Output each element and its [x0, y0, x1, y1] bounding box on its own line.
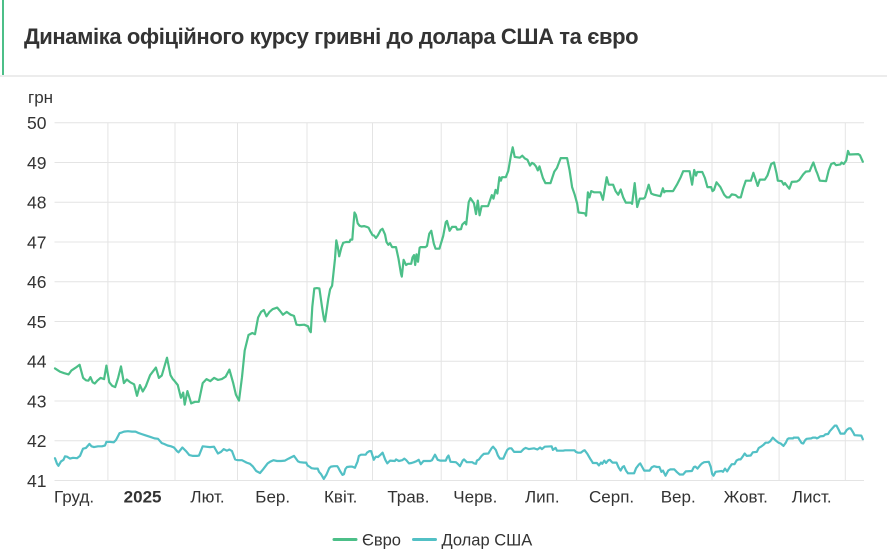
svg-text:Бер.: Бер.: [255, 488, 290, 507]
svg-text:44: 44: [27, 352, 47, 372]
svg-text:47: 47: [27, 232, 46, 252]
svg-text:Жовт.: Жовт.: [724, 488, 768, 507]
svg-text:Лип.: Лип.: [525, 488, 560, 507]
svg-text:2025: 2025: [124, 488, 162, 507]
svg-text:45: 45: [27, 312, 46, 332]
svg-text:Серп.: Серп.: [589, 488, 634, 507]
svg-text:Євро: Євро: [362, 531, 401, 549]
svg-text:грн: грн: [28, 88, 53, 107]
svg-text:Лют.: Лют.: [190, 488, 224, 507]
svg-text:42: 42: [27, 431, 46, 451]
svg-text:49: 49: [27, 153, 46, 173]
svg-text:43: 43: [27, 391, 46, 411]
svg-text:Лист.: Лист.: [792, 488, 832, 507]
svg-text:Квіт.: Квіт.: [324, 488, 357, 507]
svg-text:Долар США: Долар США: [442, 531, 533, 549]
svg-text:50: 50: [27, 113, 47, 133]
svg-text:Вер.: Вер.: [661, 488, 696, 507]
svg-text:Груд.: Груд.: [54, 488, 94, 507]
svg-text:46: 46: [27, 272, 46, 292]
svg-text:41: 41: [27, 471, 46, 491]
svg-text:48: 48: [27, 193, 46, 213]
svg-text:Трав.: Трав.: [387, 488, 429, 507]
svg-text:Черв.: Черв.: [453, 488, 497, 507]
